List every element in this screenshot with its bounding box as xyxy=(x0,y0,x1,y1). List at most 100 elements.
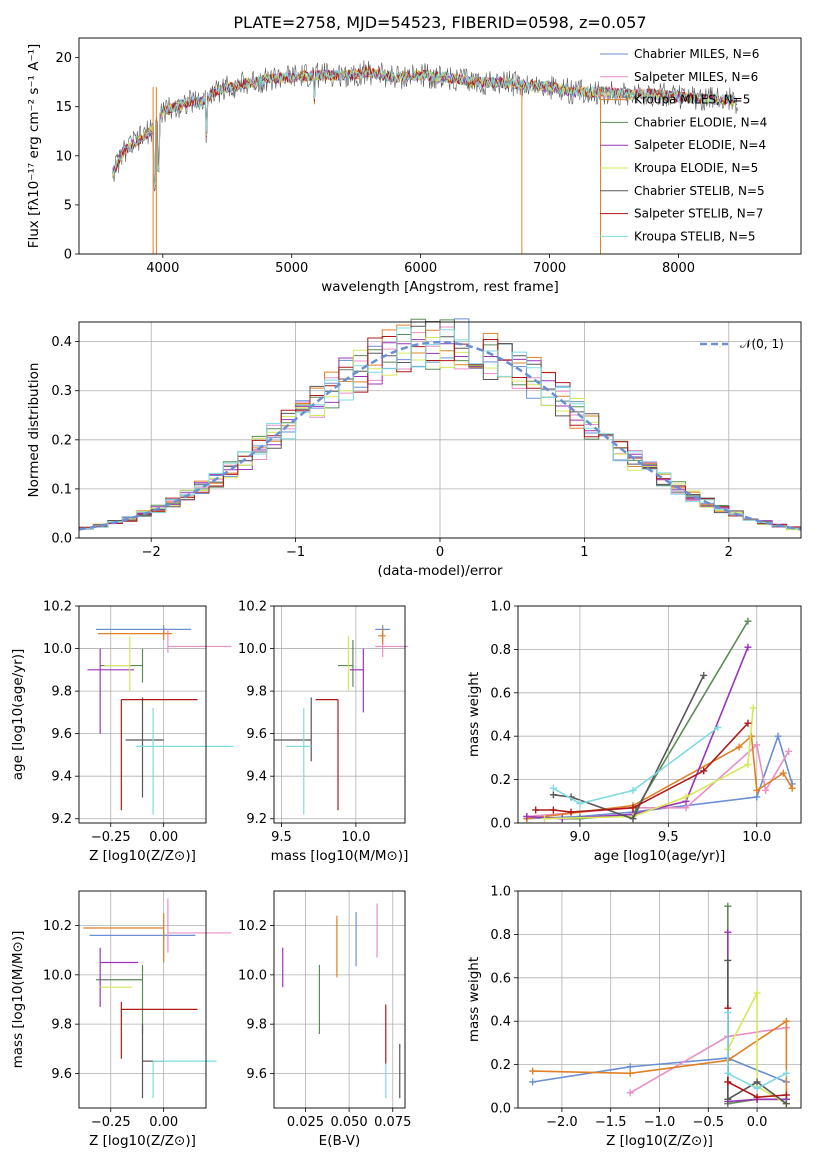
axes-frame xyxy=(517,605,802,824)
x-tick-label: 9.5 xyxy=(658,830,679,845)
y-tick-label: 9.6 xyxy=(246,1067,267,1082)
x-tick-label: 10.0 xyxy=(742,830,771,845)
y-axis-label: Normed distribution xyxy=(26,363,42,498)
x-tick-label: −1 xyxy=(286,545,305,560)
y-tick-label: 9.8 xyxy=(51,1018,72,1033)
y-tick-label: 10.2 xyxy=(43,919,72,934)
x-tick-label: −0.25 xyxy=(91,1115,131,1130)
y-tick-label: 9.4 xyxy=(51,770,72,785)
y-tick-label: 5 xyxy=(64,198,72,213)
x-axis-label: Z [log10(Z/Z⊙)] xyxy=(89,1133,196,1149)
y-tick-label: 0.2 xyxy=(51,433,72,448)
y-tick-label: 0.2 xyxy=(490,1058,511,1073)
y-axis-label: Flux [fλ10⁻¹⁷ erg cm⁻² s⁻¹ A⁻¹] xyxy=(26,44,42,249)
x-tick-label: 4000 xyxy=(146,261,179,276)
legend-entry: Kroupa STELIB, N=5 xyxy=(634,229,756,243)
legend-entry: Salpeter ELODIE, N=4 xyxy=(634,138,766,152)
y-tick-label: 10.0 xyxy=(43,968,72,983)
y-tick-label: 10.0 xyxy=(238,642,267,657)
y-tick-label: 0.4 xyxy=(490,730,511,745)
y-tick-label: 0.0 xyxy=(51,532,72,547)
y-tick-label: 10 xyxy=(55,149,72,164)
x-tick-label: 0.050 xyxy=(330,1115,367,1130)
y-tick-label: 15 xyxy=(55,100,72,115)
x-tick-label: 0.00 xyxy=(149,1115,178,1130)
y-tick-label: 9.8 xyxy=(51,685,72,700)
y-tick-label: 10.0 xyxy=(43,642,72,657)
x-tick-label: 0.075 xyxy=(374,1115,411,1130)
y-tick-label: 0.0 xyxy=(490,1102,511,1117)
y-tick-label: 10.2 xyxy=(43,600,72,615)
x-tick-label: −0.5 xyxy=(693,1115,725,1130)
x-tick-label: −1.5 xyxy=(595,1115,627,1130)
histogram-series xyxy=(79,321,801,530)
x-tick-label: 2 xyxy=(725,545,733,560)
y-tick-label: 0.8 xyxy=(490,928,511,943)
y-tick-label: 1.0 xyxy=(490,885,511,900)
axes-frame xyxy=(273,605,406,824)
x-tick-label: 10.0 xyxy=(341,830,370,845)
x-axis-label: Z [log10(Z/Z⊙)] xyxy=(89,848,196,864)
axes-frame xyxy=(517,890,802,1109)
x-axis-label: mass [log10(M/M⊙)] xyxy=(271,848,409,864)
weight-series xyxy=(562,620,749,820)
x-tick-label: 9.5 xyxy=(271,830,292,845)
axes-frame xyxy=(78,890,207,1109)
legend-entry: Salpeter STELIB, N=7 xyxy=(634,207,763,221)
y-axis-label: mass weight xyxy=(466,672,482,757)
x-tick-label: 5000 xyxy=(275,261,308,276)
y-tick-label: 0.6 xyxy=(490,971,511,986)
x-axis-label: age [log10(age/yr)] xyxy=(594,848,726,864)
y-tick-label: 0.8 xyxy=(490,643,511,658)
weight-series xyxy=(544,707,754,820)
x-tick-label: 1 xyxy=(580,545,588,560)
x-tick-label: 8000 xyxy=(662,261,695,276)
legend-entry: Chabrier STELIB, N=5 xyxy=(634,184,765,198)
axes-frame xyxy=(273,890,406,1109)
x-axis-label: wavelength [Angstrom, rest frame] xyxy=(321,279,559,295)
x-tick-label: 6000 xyxy=(404,261,437,276)
y-tick-label: 9.2 xyxy=(51,812,72,827)
y-tick-label: 0.0 xyxy=(490,817,511,832)
legend-entry: Kroupa ELODIE, N=5 xyxy=(634,161,758,175)
x-tick-label: 0.0 xyxy=(747,1115,768,1130)
x-tick-label: −0.25 xyxy=(91,830,131,845)
x-tick-label: 7000 xyxy=(533,261,566,276)
y-tick-label: 9.6 xyxy=(246,727,267,742)
weight-series xyxy=(727,992,787,1105)
y-tick-label: 0.3 xyxy=(51,384,72,399)
histogram-series xyxy=(79,336,801,528)
y-tick-label: 9.6 xyxy=(51,1067,72,1082)
y-tick-label: 0.1 xyxy=(51,482,72,497)
axes-frame xyxy=(78,37,802,255)
y-tick-label: 9.6 xyxy=(51,727,72,742)
y-tick-label: 0.2 xyxy=(490,773,511,788)
x-tick-label: 0.025 xyxy=(287,1115,324,1130)
y-tick-label: 9.8 xyxy=(246,1018,267,1033)
axes-frame xyxy=(78,321,802,539)
y-axis-label: mass [log10(M/M⊙)] xyxy=(10,931,26,1069)
y-tick-label: 0.4 xyxy=(51,335,72,350)
y-tick-label: 10.2 xyxy=(238,919,267,934)
x-axis-label: Z [log10(Z/Z⊙)] xyxy=(606,1133,713,1149)
histogram-series xyxy=(79,327,801,530)
weight-series xyxy=(726,1012,787,1090)
legend-entry: Chabrier MILES, N=6 xyxy=(634,47,759,61)
x-tick-label: 0.00 xyxy=(149,830,178,845)
y-tick-label: 0 xyxy=(64,248,72,263)
x-tick-label: 0 xyxy=(436,545,444,560)
normal-curve xyxy=(78,340,802,531)
axes-frame xyxy=(78,605,207,824)
y-tick-label: 20 xyxy=(55,51,72,66)
y-tick-label: 0.4 xyxy=(490,1015,511,1030)
histogram-series xyxy=(79,337,801,531)
y-tick-label: 9.8 xyxy=(246,685,267,700)
legend-entry: Kroupa MILES, N=5 xyxy=(634,93,750,107)
legend-entry: 𝒩(0, 1) xyxy=(740,337,784,351)
y-axis-label: age [log10(age/yr)] xyxy=(10,649,26,781)
x-tick-label: −2 xyxy=(142,545,161,560)
x-axis-label: (data-model)/error xyxy=(377,563,503,579)
legend-entry: Salpeter MILES, N=6 xyxy=(634,70,758,84)
legend-entry: Chabrier ELODIE, N=4 xyxy=(634,115,767,129)
